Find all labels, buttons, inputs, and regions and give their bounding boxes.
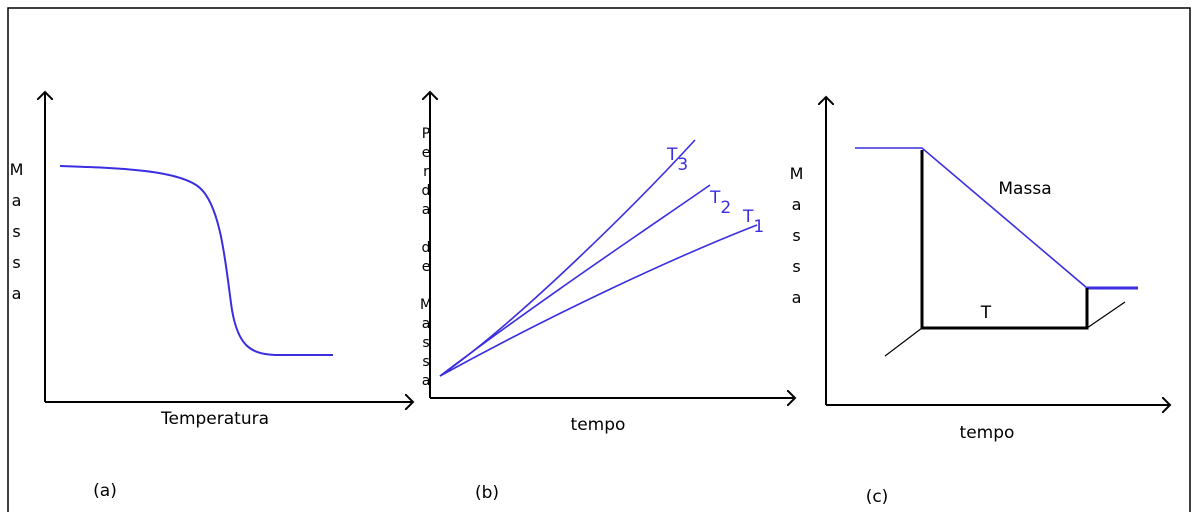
temperature-frame (920, 150, 1089, 330)
x-label: Temperatura (160, 409, 269, 429)
depth-line (1086, 301, 1126, 329)
depth-line (884, 327, 923, 357)
interval-label: T (980, 303, 992, 323)
x-label: tempo (960, 423, 1015, 443)
y-label: Perda de Massa (418, 126, 434, 392)
caption: (a) (93, 481, 117, 501)
y-label: Massa (7, 160, 26, 315)
panel-a: Temperatura (a) (45, 92, 413, 501)
x-label: tempo (571, 415, 626, 435)
curve-label: T1 (742, 207, 764, 237)
curve-t1 (439, 224, 758, 377)
caption: (c) (866, 487, 889, 507)
mass-line (855, 147, 1088, 289)
panel-b: T3 T2 T1 tempo (b) (430, 92, 795, 503)
panel-c: Massa T tempo (c) (826, 97, 1170, 507)
frame (7, 7, 1191, 512)
mass-curve (59, 165, 333, 356)
curve-label: T2 (709, 188, 731, 218)
curve-t2 (439, 184, 711, 377)
y-label: Massa (787, 164, 806, 319)
caption: (b) (475, 483, 499, 503)
curve-t3 (439, 139, 696, 377)
curve-label: Massa (998, 179, 1051, 199)
curve-label: T3 (666, 145, 688, 175)
